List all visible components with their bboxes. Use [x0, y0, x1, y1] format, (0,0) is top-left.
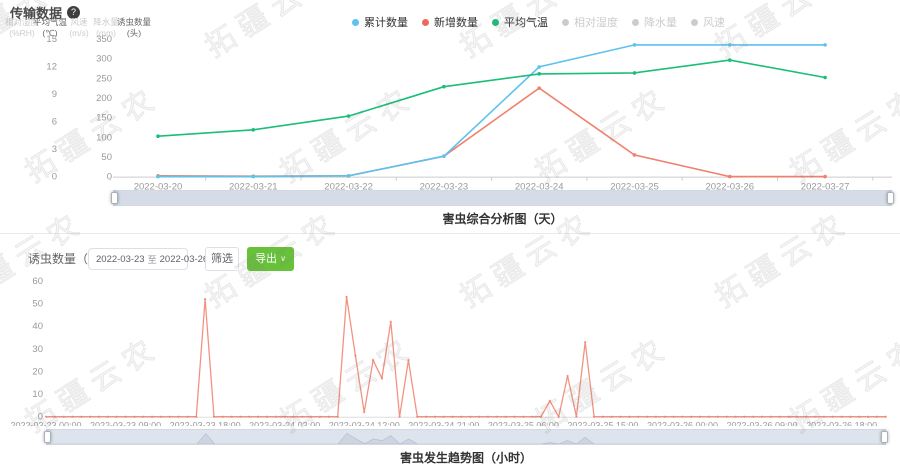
datazoom-right-handle-icon[interactable]: [887, 192, 894, 204]
svg-text:60: 60: [32, 276, 43, 287]
svg-text:300: 300: [96, 54, 112, 65]
page-title: 传输数据: [10, 6, 63, 21]
svg-text:2022-03-20: 2022-03-20: [134, 182, 183, 192]
legend-item-2[interactable]: 平均气温: [492, 14, 548, 30]
y-axis-name-1: 平均气温 (℃): [32, 17, 67, 38]
svg-text:2022-03-24: 2022-03-24: [515, 182, 564, 192]
svg-text:20: 20: [32, 366, 43, 377]
legend: 累计数量 新增数量 平均气温 相对湿度 降水量 风速: [352, 14, 725, 30]
svg-text:2022-03-24 12:00: 2022-03-24 12:00: [329, 421, 400, 426]
daily-chart-title: 害虫综合分析图（天）: [442, 212, 563, 226]
svg-text:0: 0: [38, 412, 43, 423]
svg-text:30: 30: [32, 344, 43, 355]
svg-text:2022-03-23 09:00: 2022-03-23 09:00: [90, 421, 161, 426]
svg-text:2022-03-23 18:00: 2022-03-23 18:00: [170, 421, 241, 426]
svg-text:2022-03-23: 2022-03-23: [420, 182, 469, 192]
datazoom-selected-range[interactable]: [47, 430, 885, 444]
legend-item-0[interactable]: 累计数量: [352, 14, 408, 30]
svg-text:9: 9: [52, 89, 57, 100]
svg-text:2022-03-25 15:00: 2022-03-25 15:00: [567, 421, 638, 426]
date-start-value[interactable]: 2022-03-23: [96, 253, 145, 265]
export-button-label: 导出: [255, 253, 278, 265]
datazoom-right-handle-icon[interactable]: [881, 431, 888, 443]
legend-item-5[interactable]: 风速: [691, 14, 725, 30]
y-axis-name-3: 降水量 (mm): [93, 17, 119, 38]
date-range-separator: 至: [147, 254, 157, 265]
svg-text:2022-03-25 06:00: 2022-03-25 06:00: [488, 421, 559, 426]
series-line-累计数量: [158, 44, 826, 178]
svg-text:150: 150: [96, 113, 112, 124]
svg-text:2022-03-26 09:00: 2022-03-26 09:00: [727, 421, 798, 426]
svg-text:12: 12: [46, 62, 57, 73]
svg-text:3: 3: [52, 144, 57, 155]
date-end-value[interactable]: 2022-03-26: [159, 253, 209, 265]
svg-text:10: 10: [32, 389, 43, 400]
legend-item-1[interactable]: 新增数量: [422, 14, 478, 30]
filter-button[interactable]: 筛选: [205, 247, 239, 271]
hourly-datazoom-slider[interactable]: [44, 429, 888, 445]
svg-text:2022-03-21: 2022-03-21: [229, 182, 278, 192]
help-icon[interactable]: ?: [67, 6, 81, 19]
section-divider: [0, 233, 900, 234]
datazoom-left-handle-icon[interactable]: [44, 431, 51, 443]
y-axis-name-2: 风速 (m/s): [69, 17, 89, 38]
svg-text:2022-03-24 21:00: 2022-03-24 21:00: [408, 421, 479, 426]
legend-item-4[interactable]: 降水量: [632, 14, 677, 30]
datazoom-selected-range[interactable]: [114, 191, 891, 205]
legend-item-3[interactable]: 相对湿度: [562, 14, 618, 30]
svg-text:2022-03-26 00:00: 2022-03-26 00:00: [647, 421, 718, 426]
page-header: 传输数据 ?: [10, 3, 81, 22]
svg-text:15: 15: [46, 34, 57, 45]
chevron-down-icon: ∨: [280, 254, 286, 263]
y-axis-name-4: 诱虫数量 (头): [116, 17, 151, 38]
daily-chart-canvas: 15 12 9 6 3 0 350 300 250 200 150 100 50 0 2022-03-20 2…: [46, 34, 892, 192]
svg-text:6: 6: [52, 117, 57, 128]
axis-headers: 相对湿度 (%RH) 平均气温 (℃) 风速 (m/s) 降水量 (mm) 诱虫数量 (头): [0, 17, 160, 43]
svg-text:200: 200: [96, 93, 112, 104]
svg-text:0: 0: [52, 172, 57, 183]
svg-text:250: 250: [96, 73, 112, 84]
svg-text:2022-03-24 03:00: 2022-03-24 03:00: [249, 421, 320, 426]
datazoom-left-handle-icon[interactable]: [111, 192, 118, 204]
svg-text:2022-03-26: 2022-03-26: [705, 182, 754, 192]
series-line-新增数量: [157, 87, 826, 178]
svg-text:2022-03-26 18:00: 2022-03-26 18:00: [806, 421, 877, 426]
daily-datazoom-slider[interactable]: [111, 190, 894, 206]
series-line-平均气温: [157, 59, 826, 137]
svg-text:2022-03-27: 2022-03-27: [801, 182, 850, 192]
svg-text:50: 50: [101, 152, 112, 163]
svg-text:350: 350: [96, 34, 112, 45]
y-axis-name-0: 相对湿度 (%RH): [4, 17, 39, 38]
export-button[interactable]: 导出 ∨: [247, 247, 294, 271]
svg-text:2022-03-23 00:00: 2022-03-23 00:00: [10, 421, 81, 426]
svg-text:50: 50: [32, 299, 43, 310]
hourly-chart-controls: 诱虫数量（头） 2022-03-23 至 2022-03-26 筛选 导出 ∨: [0, 247, 900, 271]
svg-text:100: 100: [96, 132, 112, 143]
svg-text:40: 40: [32, 321, 43, 332]
series-line-诱虫数量: [46, 296, 886, 419]
svg-text:0: 0: [107, 172, 112, 183]
svg-text:2022-03-22: 2022-03-22: [324, 182, 373, 192]
date-range-picker[interactable]: 2022-03-23 至 2022-03-26: [88, 248, 208, 270]
hourly-chart-title: 害虫发生趋势图（小时）: [399, 451, 532, 465]
svg-text:2022-03-25: 2022-03-25: [610, 182, 659, 192]
